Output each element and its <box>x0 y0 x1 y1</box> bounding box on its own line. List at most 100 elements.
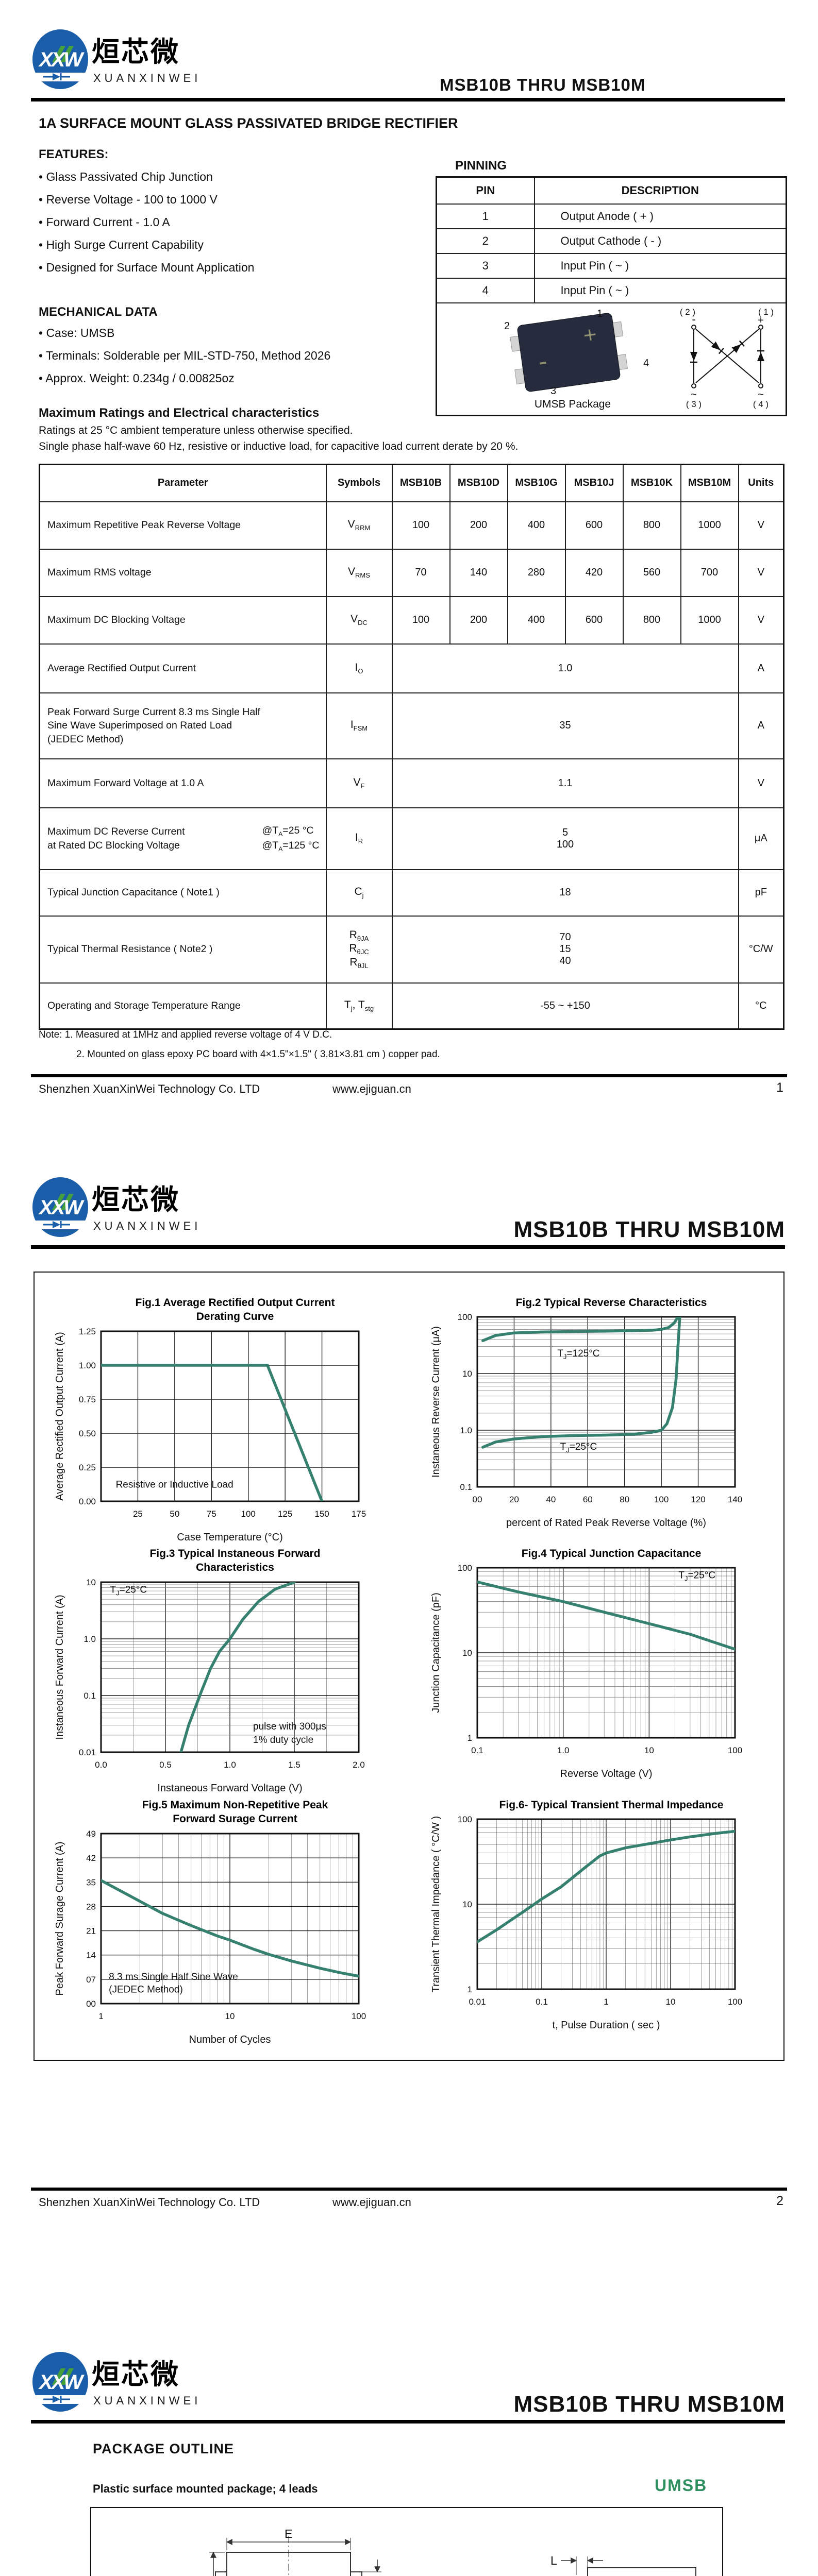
y-tick-label: 35 <box>86 1877 96 1887</box>
unit-cell: A <box>738 692 784 759</box>
svg-text:( 4 ): ( 4 ) <box>753 399 769 409</box>
table-header-row: Parameter Symbols MSB10B MSB10D MSB10G MSB10J… <box>39 464 784 502</box>
ratings-subtitle-1: Ratings at 25 °C ambient temperature unl… <box>39 425 353 436</box>
column-header: MSB10G <box>507 464 566 502</box>
x-tick-label: 25 <box>133 1509 143 1519</box>
column-header: DESCRIPTION <box>533 176 787 205</box>
y-axis-label: Instaneous Reverse Current (μA) <box>430 1326 442 1478</box>
symbol-cell: IFSM <box>325 692 393 759</box>
value-cell: 5 100 <box>391 807 739 870</box>
chart-annotation: Resistive or Inductive Load <box>116 1479 233 1490</box>
package-row: + - 2 1 4 3 UMSB Package <box>436 302 787 416</box>
chart-annotation: 1% duty cycle <box>253 1735 313 1745</box>
y-tick-label: 14 <box>86 1950 96 1960</box>
unit-cell: pF <box>738 869 784 917</box>
y-tick-label: 100 <box>458 1815 472 1824</box>
logo-chinese-name: 烜芯微 <box>92 37 180 67</box>
x-tick-label: 2.0 <box>353 1760 365 1770</box>
chart-curve <box>481 1317 681 1449</box>
y-tick-label: 0.25 <box>79 1463 96 1472</box>
x-tick-label: 1 <box>604 1997 608 2007</box>
value-cell: 140 <box>449 548 508 597</box>
logo-english-name: XUANXINWEI <box>93 1219 201 1232</box>
package-outline-subtitle: Plastic surface mounted package; 4 leads <box>93 2482 318 2495</box>
x-tick-label: 0.1 <box>471 1745 483 1755</box>
value-cell: 400 <box>507 596 566 645</box>
parameter-cell: Maximum Forward Voltage at 1.0 A <box>39 758 327 808</box>
x-axis-label: Case Temperature (°C) <box>177 1532 282 1543</box>
y-tick-label: 0.01 <box>79 1748 96 1757</box>
mechanical-title: MECHANICAL DATA <box>39 305 158 319</box>
y-axis-label: Transient Thermal Impedance ( °C/W ) <box>430 1816 442 1993</box>
bridge-schematic: ( 2 ) - ( 1 ) + ~ ( 3 ) ~ ( 4 ) <box>680 307 774 409</box>
logo-chinese-name: 烜芯微 <box>92 1184 180 1215</box>
chart-annotation: pulse with 300μs <box>253 1721 326 1732</box>
chart-annotation: TJ=25°C <box>110 1584 147 1597</box>
y-tick-label: 42 <box>86 1853 96 1863</box>
value-cell: -55 ~ +150 <box>391 982 739 1030</box>
x-tick-label: 1.5 <box>288 1760 301 1770</box>
footer-website: www.ejiguan.cn <box>332 1082 411 1095</box>
chart-grid <box>101 1330 359 1502</box>
symbol-cell: Tj, Tstg <box>325 982 393 1030</box>
pin-number-cell: 1 <box>436 203 535 229</box>
x-tick-label: 1.0 <box>224 1760 236 1770</box>
x-tick-label: 00 <box>473 1495 482 1504</box>
bullet-item: • Reverse Voltage - 100 to 1000 V <box>39 193 218 206</box>
unit-cell: A <box>738 643 784 693</box>
figure-title: Fig.5 Maximum Non-Repetitive Peak Forward… <box>142 1799 328 1825</box>
figure-fig5: Fig.5 Maximum Non-Repetitive Peak Forward… <box>52 1798 381 2052</box>
dim-L-label: L <box>550 2554 557 2567</box>
logo-english-name: XUANXINWEI <box>93 2394 201 2407</box>
y-tick-label: 1 <box>468 1985 472 1994</box>
y-tick-label: 1.00 <box>79 1361 96 1370</box>
x-tick-label: 0.5 <box>159 1760 172 1770</box>
column-header: MSB10D <box>449 464 508 502</box>
figure-plot: 25 50 75 100 125 150 175 0.00 0.25 0.50 0.75 1.00 1.… <box>54 1327 366 1543</box>
chip-photo: + - <box>510 312 628 392</box>
page-title: MSB10B THRU MSB10M <box>513 2392 785 2417</box>
logo-monogram: XXW <box>38 2371 85 2394</box>
bullet-item: • Glass Passivated Chip Junction <box>39 170 213 183</box>
page-title: MSB10B THRU MSB10M <box>513 1217 785 1242</box>
package-caption: UMSB Package <box>535 398 611 410</box>
x-tick-label: 1 <box>98 2011 103 2021</box>
value-cell: 70 15 40 <box>391 915 739 984</box>
y-tick-label: 10 <box>462 1369 472 1379</box>
header-rule <box>31 98 785 101</box>
x-axis-label: percent of Rated Peak Reverse Voltage (%… <box>506 1517 706 1529</box>
chart-annotation: TJ=25°C <box>678 1570 715 1583</box>
chart-curve <box>481 1317 680 1343</box>
unit-cell: V <box>738 548 784 597</box>
note-1: Note: 1. Measured at 1MHz and applied re… <box>39 1029 332 1040</box>
features-list: • Glass Passivated Chip Junction • Revers… <box>39 170 254 283</box>
page-number: 2 <box>776 2194 783 2208</box>
pin-3-label: 3 <box>550 385 556 397</box>
y-tick-label: 1 <box>468 1733 472 1743</box>
x-tick-label: 0.0 <box>95 1760 107 1770</box>
column-header: Symbols <box>325 464 393 502</box>
parameter-cell: Maximum DC Blocking Voltage <box>39 596 327 645</box>
y-tick-label: 21 <box>86 1926 96 1936</box>
y-tick-label: 07 <box>86 1974 96 1984</box>
svg-text:( 3 ): ( 3 ) <box>686 399 702 409</box>
figure-title: Fig.1 Average Rectified Output Current De… <box>135 1297 335 1323</box>
x-tick-label: 50 <box>170 1509 179 1519</box>
value-cell: 70 <box>391 548 450 597</box>
svg-text:( 2 ): ( 2 ) <box>680 307 695 317</box>
chart-grid <box>477 1316 736 1487</box>
figure-plot: 00 20 40 60 80 100 120 140 0.1 1.0 10 100 percent of… <box>430 1312 742 1529</box>
value-cell: 800 <box>622 596 681 645</box>
pin-description-cell: Input Pin ( ~ ) <box>533 252 787 279</box>
y-tick-label: 1.0 <box>460 1426 472 1435</box>
value-cell: 100 <box>391 596 450 645</box>
logo-english-name: XUANXINWEI <box>93 72 201 84</box>
table-row: Typical Junction Capacitance ( Note1 ) Cj… <box>39 869 784 917</box>
y-tick-label: 00 <box>86 1999 96 2009</box>
pin-description-cell: Output Anode ( + ) <box>533 203 787 229</box>
parameter-cell: Maximum RMS voltage <box>39 548 327 597</box>
y-tick-label: 0.1 <box>84 1691 96 1701</box>
figure-plot: 0.1 1.0 10 100 1 10 100 Reverse Voltage (V) Junc… <box>430 1563 742 1780</box>
table-row: Maximum RMS voltage VRMS 70 140 280 420 560 700… <box>39 548 784 597</box>
logo-monogram: XXW <box>38 1196 85 1219</box>
